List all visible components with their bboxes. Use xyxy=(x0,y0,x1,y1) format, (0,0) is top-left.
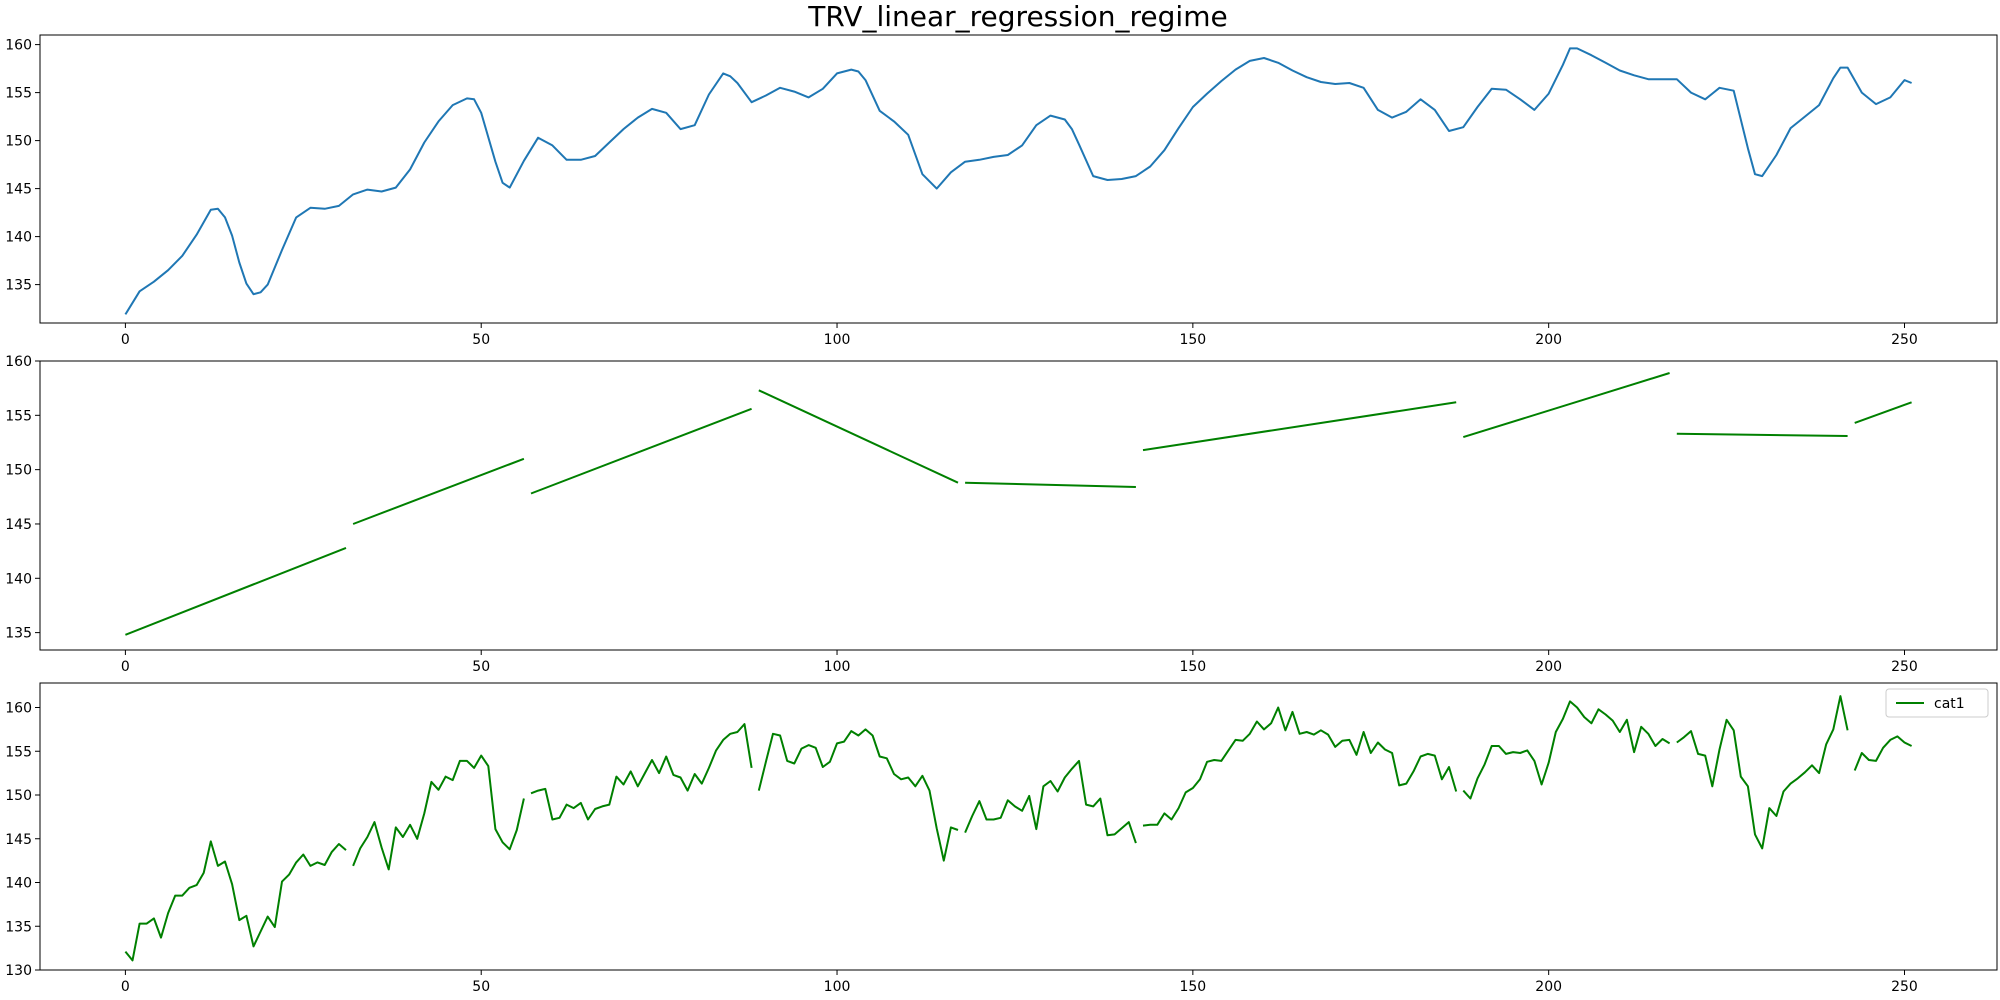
y-tick-label: 155 xyxy=(5,86,32,102)
chart-title: TRV_linear_regression_regime xyxy=(807,0,1227,33)
series-line-3-1-segment-8 xyxy=(1676,695,1849,850)
y-tick-label: 160 xyxy=(5,701,32,717)
x-tick-label: 200 xyxy=(1535,659,1562,675)
x-tick-label: 100 xyxy=(824,332,851,348)
y-tick-label: 155 xyxy=(5,408,32,424)
x-tick-label: 250 xyxy=(1891,979,1918,995)
y-tick-label: 135 xyxy=(5,626,32,642)
subplot-1: 0 50 100 150 200 250 135 140 145 150 155 160 xyxy=(5,34,1998,348)
x-tick-label: 0 xyxy=(121,659,130,675)
x-tick-label: 150 xyxy=(1179,979,1206,995)
y-tick-label: 140 xyxy=(5,230,32,246)
y-tick-label: 145 xyxy=(5,832,32,848)
y-tick-label: 160 xyxy=(5,354,32,370)
series-line-2-1-segment-6 xyxy=(1142,401,1457,452)
legend-box xyxy=(1885,688,1989,718)
y-tick-label: 150 xyxy=(5,788,32,804)
x-tick-label: 50 xyxy=(472,979,490,995)
series-line-2-1-segment-8 xyxy=(1676,432,1848,437)
series-line-2-1-segment-7 xyxy=(1463,372,1670,439)
x-tick-label: 0 xyxy=(121,332,130,348)
x-tick-label: 150 xyxy=(1179,659,1206,675)
series-line-3-1-segment-3 xyxy=(530,723,753,821)
x-tick-label: 250 xyxy=(1891,659,1918,675)
legend-label: cat1 xyxy=(1934,696,1965,712)
y-tick-label: 150 xyxy=(5,463,32,479)
y-tick-label: 145 xyxy=(5,182,32,198)
x-tick-label: 150 xyxy=(1179,332,1206,348)
y-tick-label: 135 xyxy=(5,919,32,935)
y-tick-label: 160 xyxy=(5,38,32,54)
series-line-3-1-segment-7 xyxy=(1462,700,1671,800)
series-line-1-1-segment-1 xyxy=(124,47,1912,315)
x-tick-label: 50 xyxy=(472,659,490,675)
axes-frame xyxy=(39,682,1998,971)
x-tick-label: 0 xyxy=(121,979,130,995)
series-line-3-1-segment-5 xyxy=(964,759,1137,844)
y-tick-label: 145 xyxy=(5,517,32,533)
y-tick-label: 150 xyxy=(5,134,32,150)
series-line-2-1-segment-5 xyxy=(965,481,1136,488)
x-tick-label: 250 xyxy=(1891,332,1918,348)
x-tick-label: 200 xyxy=(1535,332,1562,348)
series-line-3-1-segment-1 xyxy=(124,840,347,962)
series-line-3-1-segment-9 xyxy=(1853,735,1913,771)
x-tick-label: 100 xyxy=(824,659,851,675)
series-line-3-1-segment-6 xyxy=(1142,706,1458,827)
x-tick-label: 50 xyxy=(472,332,490,348)
series-line-2-1-segment-1 xyxy=(125,546,347,636)
axes-frame xyxy=(39,34,1998,324)
y-tick-label: 130 xyxy=(5,963,32,979)
legend: cat1 xyxy=(1885,688,1989,718)
x-tick-label: 100 xyxy=(824,979,851,995)
subplot-3: 0 50 100 150 200 250 130 135 140 145 150 155 160 cat1 xyxy=(5,682,1998,995)
series-line-2-1-segment-2 xyxy=(352,457,525,525)
y-tick-label: 135 xyxy=(5,278,32,294)
series-line-2-1-segment-9 xyxy=(1854,401,1912,424)
series-line-2-1-segment-4 xyxy=(758,389,959,484)
series-line-3-1-segment-4 xyxy=(757,728,959,862)
series-line-2-1-segment-3 xyxy=(530,407,752,495)
y-tick-label: 155 xyxy=(5,744,32,760)
y-tick-label: 140 xyxy=(5,571,32,587)
series-line-3-1-segment-2 xyxy=(352,754,525,871)
axes-frame xyxy=(39,360,1998,651)
panels: 0 50 100 150 200 250 135 140 145 150 155 160 0 50 100 1… xyxy=(5,34,1998,995)
x-tick-label: 200 xyxy=(1535,979,1562,995)
subplot-2: 0 50 100 150 200 250 135 140 145 150 155 160 xyxy=(5,354,1998,675)
y-tick-label: 140 xyxy=(5,876,32,892)
